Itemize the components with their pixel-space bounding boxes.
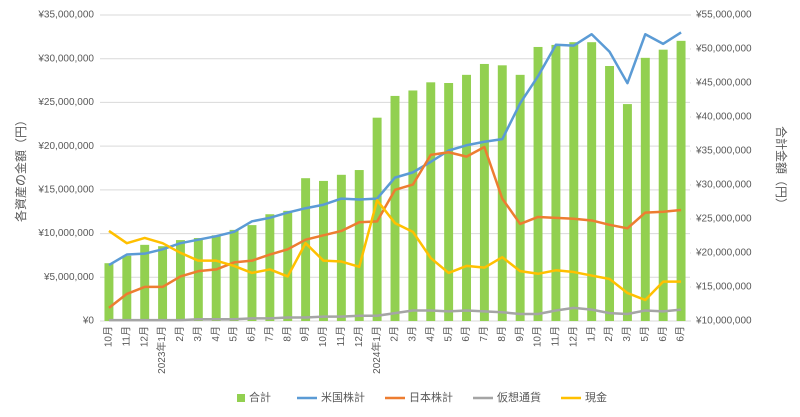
x-tick-label: 1月 bbox=[585, 326, 597, 342]
bar bbox=[533, 46, 543, 322]
y-tick-label: ¥20,000,000 bbox=[37, 141, 94, 152]
x-tick-label: 11月 bbox=[335, 326, 347, 346]
bar bbox=[122, 255, 132, 321]
bar bbox=[104, 263, 114, 321]
x-tick-label: 12月 bbox=[138, 326, 150, 347]
bar bbox=[193, 238, 203, 321]
y-tick-label: ¥0 bbox=[82, 316, 95, 327]
bar bbox=[444, 83, 454, 321]
x-tick-label: 12月 bbox=[567, 326, 579, 347]
legend-text: 米国株計 bbox=[321, 390, 365, 404]
bar bbox=[158, 246, 168, 321]
x-tick-label: 7月 bbox=[263, 326, 275, 342]
legend-swatch bbox=[237, 394, 245, 402]
y2-tick-label: ¥25,000,000 bbox=[695, 214, 752, 225]
line bbox=[108, 199, 682, 302]
x-tick-label: 3月 bbox=[621, 326, 633, 342]
bar bbox=[140, 244, 150, 321]
y-tick-label: ¥35,000,000 bbox=[37, 10, 94, 21]
bar bbox=[658, 49, 668, 322]
y2-tick-label: ¥10,000,000 bbox=[695, 316, 752, 327]
y2-tick-label: ¥45,000,000 bbox=[695, 78, 752, 89]
y2-tick-label: ¥40,000,000 bbox=[695, 112, 752, 123]
y-tick-label: ¥5,000,000 bbox=[43, 272, 94, 283]
x-tick-label: 9月 bbox=[514, 326, 526, 342]
bar bbox=[175, 240, 185, 321]
line bbox=[108, 31, 682, 267]
bar bbox=[390, 95, 400, 321]
x-tick-label: 5月 bbox=[639, 326, 651, 342]
bar bbox=[515, 74, 525, 321]
y2-tick-label: ¥35,000,000 bbox=[695, 146, 752, 157]
y2-axis-title: 合計金額（円） bbox=[774, 126, 789, 210]
x-tick-label: 8月 bbox=[281, 326, 293, 342]
x-tick-label: 12月 bbox=[353, 326, 365, 347]
bar bbox=[336, 174, 346, 321]
bar bbox=[211, 235, 221, 321]
x-tick-label: 2月 bbox=[603, 326, 615, 342]
bar bbox=[301, 178, 311, 321]
y2-tick-label: ¥55,000,000 bbox=[695, 10, 752, 21]
y2-tick-label: ¥50,000,000 bbox=[695, 44, 752, 55]
x-tick-label: 10月 bbox=[532, 326, 544, 347]
legend-text: 現金 bbox=[585, 390, 607, 404]
x-tick-label: 2024年1月 bbox=[370, 326, 383, 374]
x-tick-label: 3月 bbox=[192, 326, 204, 342]
y2-tick-label: ¥20,000,000 bbox=[695, 248, 752, 259]
bar bbox=[426, 82, 436, 321]
legend-text: 日本株計 bbox=[409, 390, 453, 404]
bar bbox=[497, 65, 507, 321]
x-tick-label: 7月 bbox=[478, 326, 490, 342]
line bbox=[108, 306, 682, 322]
y-tick-label: ¥30,000,000 bbox=[37, 53, 94, 64]
x-tick-label: 8月 bbox=[496, 326, 508, 342]
x-tick-label: 6月 bbox=[675, 326, 687, 342]
bar bbox=[569, 42, 579, 321]
bar bbox=[408, 90, 418, 321]
x-tick-label: 6月 bbox=[460, 326, 472, 342]
bar bbox=[319, 180, 328, 321]
bar bbox=[229, 229, 239, 321]
x-tick-label: 2023年1月 bbox=[155, 326, 168, 374]
y-tick-label: ¥15,000,000 bbox=[37, 184, 94, 195]
y-axis-title: 各資産の金額（円） bbox=[13, 114, 28, 222]
bar bbox=[622, 104, 632, 321]
bar bbox=[479, 63, 489, 322]
bar bbox=[462, 74, 471, 321]
line bbox=[108, 145, 682, 309]
x-tick-label: 2月 bbox=[389, 326, 401, 342]
x-tick-label: 6月 bbox=[246, 326, 258, 342]
y2-tick-label: ¥30,000,000 bbox=[695, 180, 752, 191]
legend-text: 仮想通貨 bbox=[497, 390, 541, 404]
x-tick-label: 10月 bbox=[103, 326, 115, 347]
bar bbox=[551, 44, 561, 322]
x-tick-label: 2月 bbox=[174, 326, 186, 342]
x-tick-label: 9月 bbox=[299, 326, 311, 342]
x-tick-label: 11月 bbox=[550, 326, 562, 346]
y-tick-label: ¥25,000,000 bbox=[37, 97, 94, 108]
x-tick-label: 4月 bbox=[210, 326, 222, 342]
bar bbox=[640, 57, 650, 322]
x-tick-label: 6月 bbox=[657, 326, 669, 342]
bar bbox=[265, 214, 275, 321]
bar bbox=[605, 66, 615, 321]
x-tick-label: 3月 bbox=[407, 326, 419, 342]
y-tick-label: ¥10,000,000 bbox=[37, 228, 94, 239]
bar bbox=[283, 210, 293, 321]
bar bbox=[587, 42, 597, 321]
bar bbox=[354, 170, 364, 321]
x-tick-label: 5月 bbox=[442, 326, 454, 342]
x-tick-label: 4月 bbox=[424, 326, 436, 342]
y2-tick-label: ¥15,000,000 bbox=[695, 282, 752, 293]
x-tick-label: 5月 bbox=[228, 326, 240, 342]
legend-text: 合計 bbox=[249, 390, 271, 404]
x-tick-label: 10月 bbox=[317, 326, 329, 347]
bar bbox=[676, 40, 686, 322]
x-tick-label: 11月 bbox=[120, 326, 132, 346]
